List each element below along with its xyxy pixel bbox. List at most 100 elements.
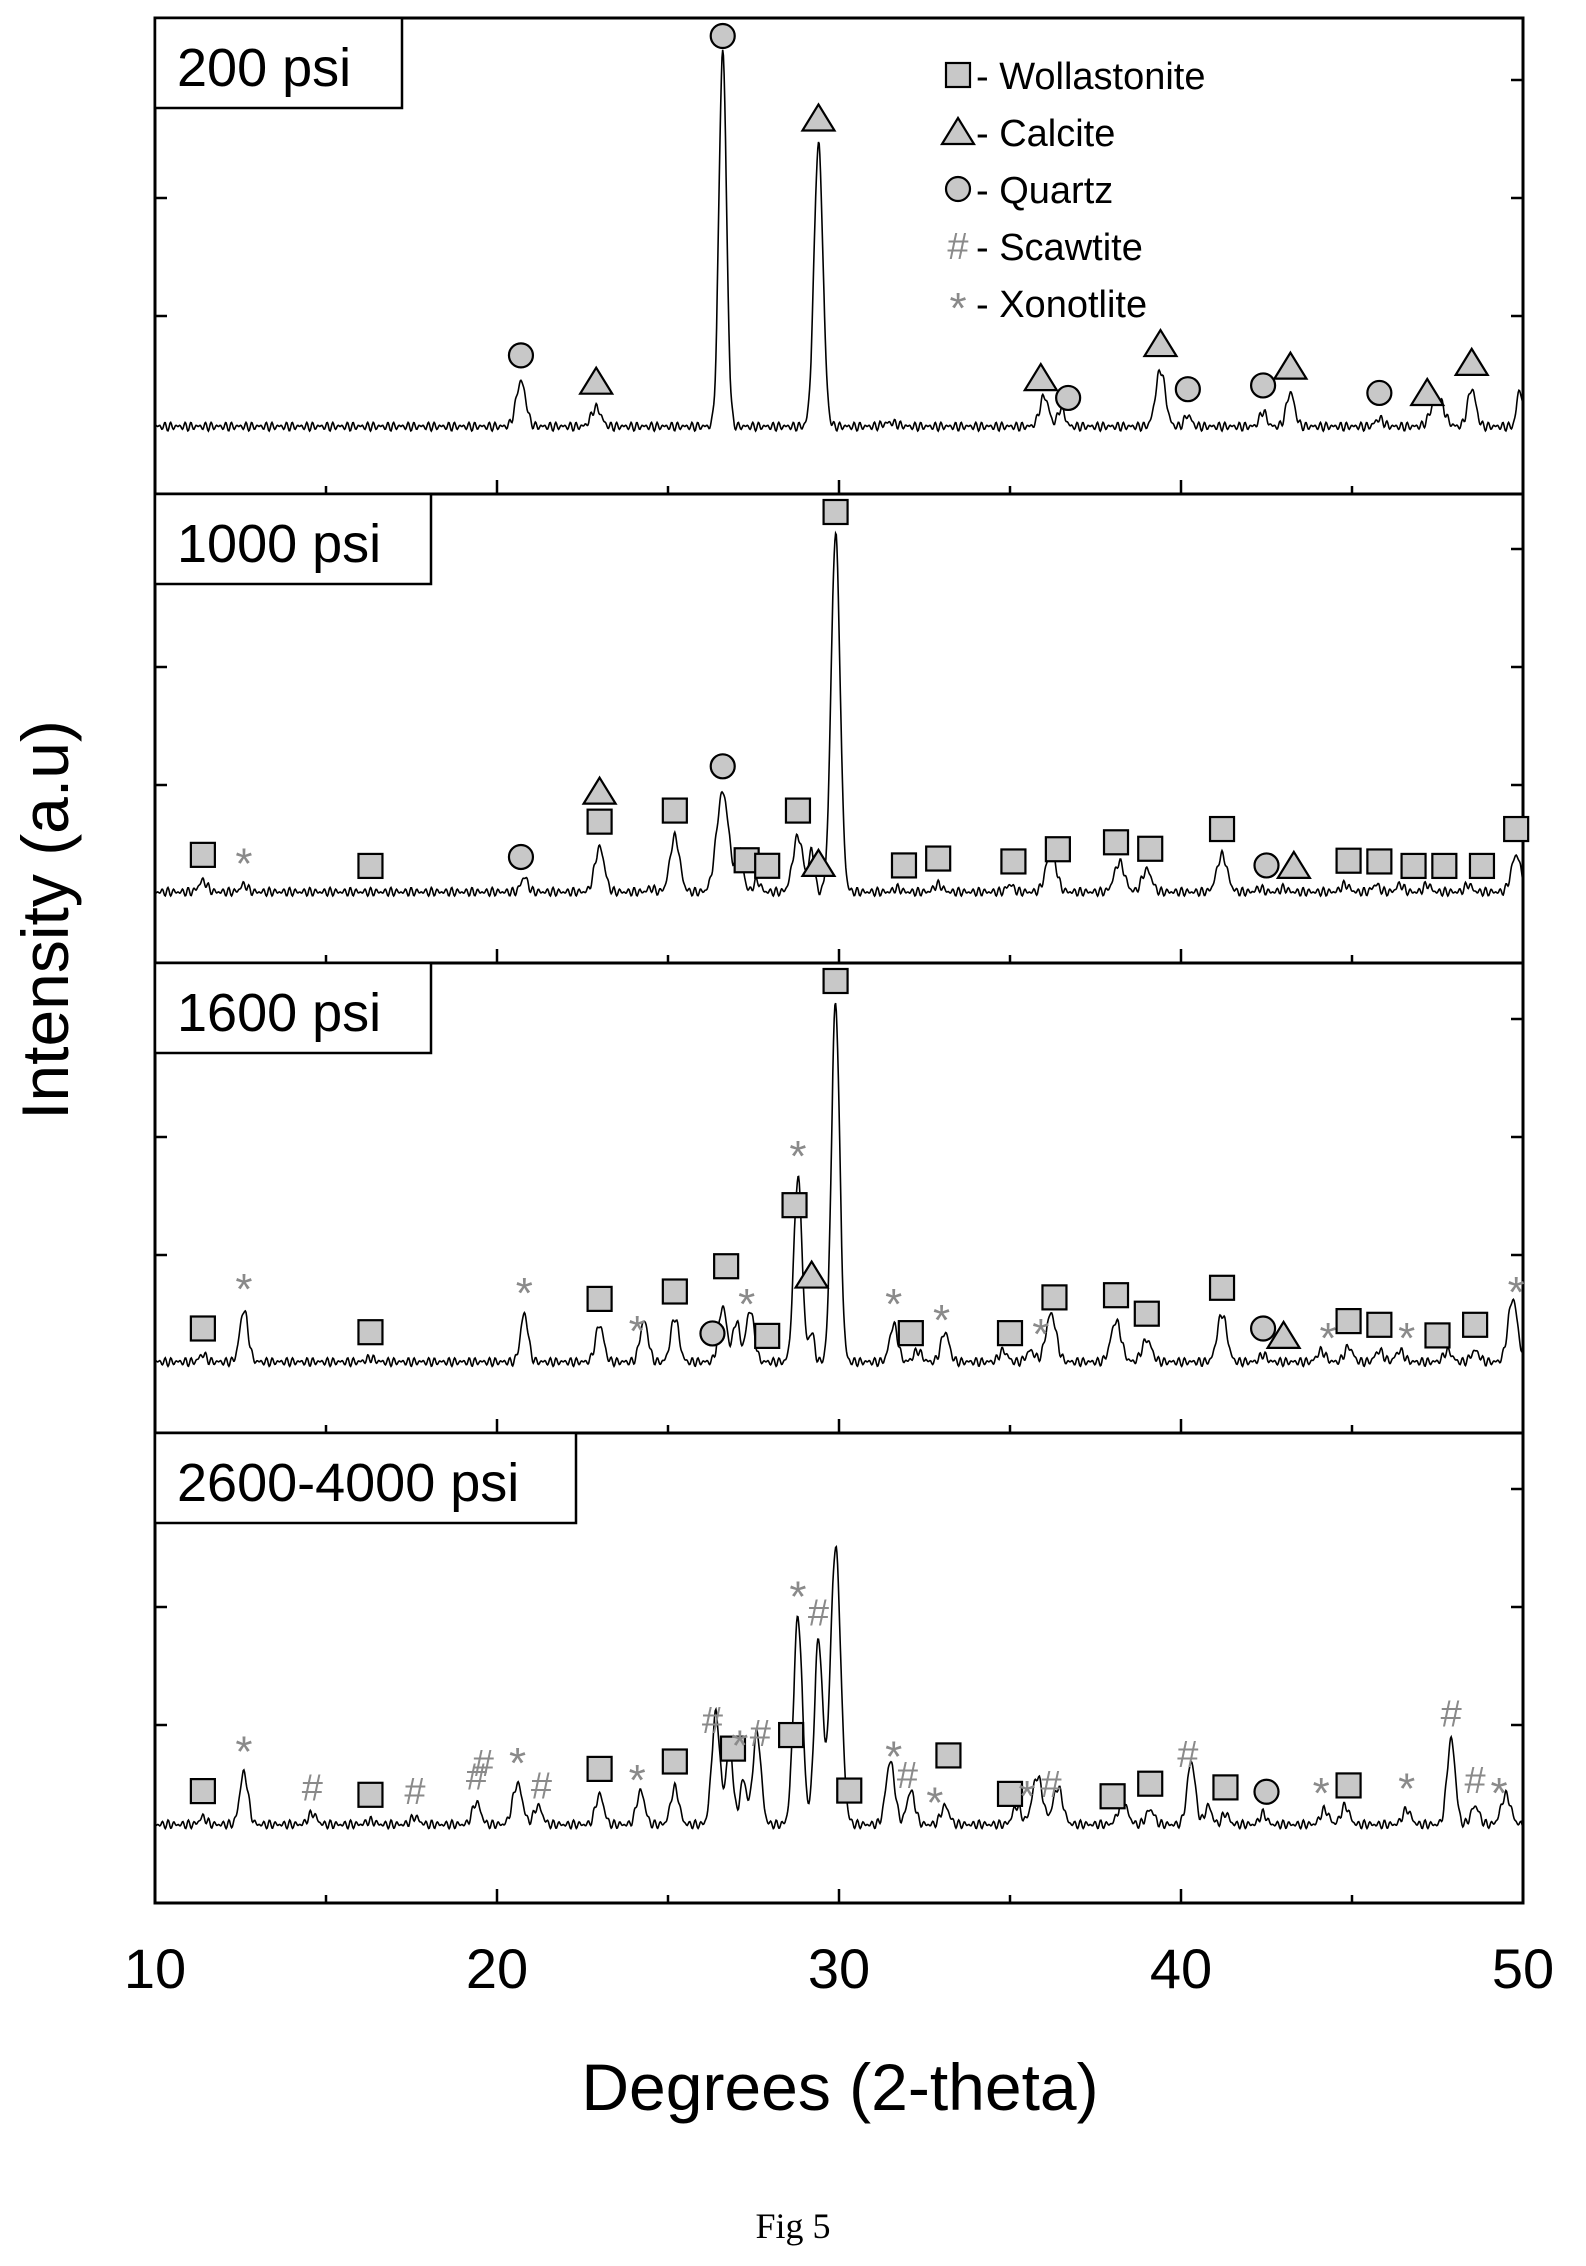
legend-triangle-icon bbox=[940, 115, 976, 146]
xrd-trace bbox=[154, 1002, 1524, 1369]
square-peak-marker bbox=[822, 967, 849, 995]
square-peak-marker bbox=[1212, 1774, 1239, 1801]
circle-peak-marker bbox=[507, 342, 535, 369]
hash-peak-marker: # bbox=[1465, 1760, 1486, 1802]
square-peak-marker bbox=[890, 852, 918, 879]
square-peak-marker bbox=[822, 498, 849, 526]
star-peak-marker: * bbox=[1490, 1769, 1507, 1818]
triangle-peak-marker bbox=[1265, 1319, 1302, 1350]
star-peak-marker: * bbox=[1313, 1769, 1330, 1818]
star-peak-marker: * bbox=[629, 1756, 646, 1805]
legend-entry: - Scawtite bbox=[976, 227, 1143, 269]
legend-circle-icon bbox=[944, 175, 972, 203]
square-peak-marker bbox=[1137, 835, 1164, 862]
panel-label-box bbox=[153, 16, 404, 110]
star-peak-marker: * bbox=[1508, 1268, 1525, 1317]
star-peak-marker: * bbox=[516, 1269, 533, 1318]
square-peak-marker bbox=[586, 1285, 613, 1313]
star-peak-marker: * bbox=[1398, 1314, 1415, 1363]
panel-2: * 1000 psi bbox=[153, 492, 1530, 965]
circle-peak-marker bbox=[1253, 1778, 1280, 1805]
star-peak-marker: * bbox=[235, 840, 252, 889]
panel-label-text: 1000 psi bbox=[177, 514, 381, 574]
star-peak-marker: * bbox=[885, 1733, 902, 1782]
star-peak-marker: * bbox=[235, 1265, 252, 1314]
panel-label-box bbox=[153, 1431, 578, 1525]
circle-peak-marker bbox=[1055, 384, 1082, 412]
square-peak-marker bbox=[897, 1320, 924, 1347]
figure-caption: Fig 5 bbox=[755, 2206, 831, 2246]
hash-peak-marker: # bbox=[1441, 1693, 1462, 1735]
square-peak-marker bbox=[1503, 815, 1530, 843]
x-tick-label: 20 bbox=[466, 1937, 528, 2000]
triangle-peak-marker bbox=[1409, 376, 1446, 407]
circle-peak-marker bbox=[1366, 379, 1393, 407]
star-peak-marker: * bbox=[933, 1296, 950, 1345]
square-peak-marker bbox=[1102, 829, 1130, 856]
circle-peak-marker bbox=[1174, 376, 1201, 403]
star-peak-marker: * bbox=[926, 1779, 943, 1828]
star-peak-marker: * bbox=[235, 1728, 252, 1777]
square-peak-marker bbox=[357, 852, 384, 880]
y-axis-label: Intensity (a.u) bbox=[8, 720, 82, 1120]
triangle-peak-marker bbox=[1272, 350, 1309, 380]
square-peak-marker bbox=[754, 1322, 781, 1349]
square-peak-marker bbox=[1335, 1772, 1362, 1799]
square-peak-marker bbox=[1335, 1307, 1362, 1335]
legend-entry: - Xonotlite bbox=[976, 284, 1147, 326]
triangle-peak-marker bbox=[1453, 346, 1490, 376]
legend-star-icon: * bbox=[949, 284, 966, 333]
circle-peak-marker bbox=[1249, 372, 1277, 399]
square-peak-marker bbox=[996, 1780, 1024, 1807]
square-peak-marker bbox=[661, 1278, 688, 1305]
hash-peak-marker: # bbox=[302, 1767, 323, 1809]
square-peak-marker bbox=[836, 1777, 863, 1804]
triangle-peak-marker bbox=[581, 775, 618, 805]
square-peak-marker bbox=[996, 1320, 1024, 1347]
triangle-peak-marker bbox=[1022, 362, 1059, 392]
legend-entry: - Calcite bbox=[976, 113, 1115, 155]
x-tick-label: 50 bbox=[1492, 1937, 1554, 2000]
square-peak-marker bbox=[189, 1777, 216, 1805]
square-peak-marker bbox=[1366, 848, 1393, 875]
x-tick-label: 40 bbox=[1150, 1937, 1212, 2000]
x-axis-label: Degrees (2-theta) bbox=[581, 2050, 1098, 2124]
square-peak-marker bbox=[1044, 836, 1071, 863]
square-peak-marker bbox=[1102, 1282, 1130, 1309]
square-peak-marker bbox=[713, 1253, 740, 1280]
x-tick-label: 30 bbox=[808, 1937, 870, 2000]
hash-peak-marker: # bbox=[750, 1713, 771, 1755]
xrd-trace bbox=[154, 530, 1524, 898]
square-peak-marker bbox=[1137, 1770, 1164, 1797]
triangle-peak-marker bbox=[1275, 849, 1312, 879]
panel-label: 1000 psi bbox=[153, 492, 433, 586]
circle-peak-marker bbox=[507, 843, 535, 871]
panel-3: * * * * * * * * * * * 1600 psi bbox=[153, 961, 1525, 1435]
star-peak-marker: * bbox=[1032, 1310, 1049, 1359]
star-peak-marker: * bbox=[789, 1132, 806, 1181]
triangle-peak-marker bbox=[800, 847, 837, 878]
triangle-peak-marker bbox=[1142, 327, 1179, 358]
square-peak-marker bbox=[357, 1781, 384, 1808]
panel-label: 2600-4000 psi bbox=[153, 1431, 578, 1525]
circle-peak-marker bbox=[1249, 1315, 1277, 1342]
square-peak-marker bbox=[1424, 1322, 1451, 1349]
star-peak-marker: * bbox=[509, 1739, 526, 1788]
square-peak-marker bbox=[935, 1742, 962, 1769]
square-peak-marker bbox=[784, 797, 812, 824]
triangle-peak-marker bbox=[793, 1259, 830, 1289]
panel-label-box bbox=[153, 961, 433, 1055]
hash-peak-marker: # bbox=[473, 1743, 494, 1785]
panel-1: 200 psi bbox=[153, 16, 1525, 496]
circle-peak-marker bbox=[699, 1320, 726, 1347]
hash-peak-marker: # bbox=[531, 1765, 552, 1807]
square-peak-marker bbox=[754, 852, 781, 879]
legend-entry: - Quartz bbox=[976, 170, 1113, 212]
square-peak-marker bbox=[1208, 815, 1236, 843]
star-peak-marker: * bbox=[1019, 1772, 1036, 1821]
star-peak-marker: * bbox=[789, 1572, 806, 1621]
square-peak-marker bbox=[189, 841, 216, 868]
square-peak-marker bbox=[1041, 1284, 1068, 1311]
square-peak-marker bbox=[1366, 1311, 1393, 1338]
legend-square-icon bbox=[944, 61, 972, 89]
